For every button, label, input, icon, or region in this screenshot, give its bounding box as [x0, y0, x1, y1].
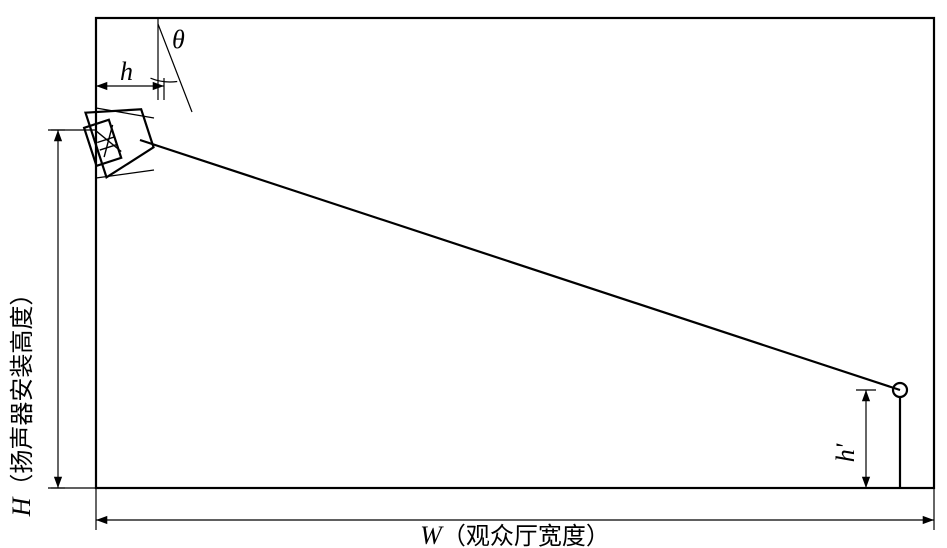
label-H: H（扬声器安装高度） — [7, 282, 36, 518]
speaker-geometry-diagram: θ h h' W（观众厅宽度） H（扬声器安装高度） — [0, 0, 947, 548]
label-h: h — [120, 57, 133, 86]
label-h-prime: h' — [831, 443, 860, 462]
sight-line — [140, 140, 900, 390]
label-W: W（观众厅宽度） — [420, 521, 610, 548]
room-outline — [96, 18, 934, 488]
loudspeaker — [80, 96, 158, 179]
label-theta: θ — [172, 25, 185, 54]
